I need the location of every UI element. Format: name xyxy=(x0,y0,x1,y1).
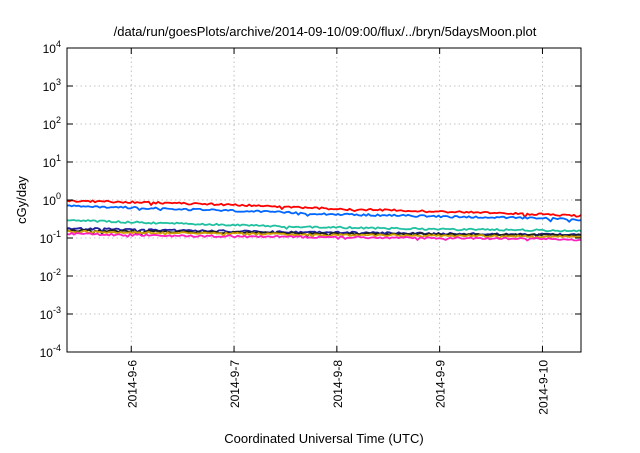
y-tick-label: 100 xyxy=(43,191,61,208)
x-tick-label: 2014-9-9 xyxy=(434,360,448,408)
y-tick-label: 103 xyxy=(43,77,61,94)
y-axis-label: cGy/day xyxy=(14,176,29,224)
y-tick-label: 104 xyxy=(43,39,61,56)
axis-ticks xyxy=(67,47,581,353)
series-line xyxy=(66,199,582,219)
x-tick-label: 2014-9-6 xyxy=(125,360,139,408)
y-tick-labels: 10-4 10-3 10-2 10-1 100 101 102 103 104 xyxy=(40,39,61,360)
y-tick-label: 10-1 xyxy=(40,229,61,246)
y-tick-label: 10-2 xyxy=(40,267,61,284)
chart-title: /data/run/goesPlots/archive/2014-09-10/0… xyxy=(114,24,537,39)
x-tick-labels: 2014-9-6 2014-9-7 2014-9-8 2014-9-9 2014-9-1… xyxy=(125,360,550,415)
x-tick-label: 2014-9-8 xyxy=(331,360,345,408)
x-axis-label: Coordinated Universal Time (UTC) xyxy=(224,431,423,446)
series-line xyxy=(66,229,582,240)
x-tick-label: 2014-9-10 xyxy=(536,360,550,415)
y-tick-label: 10-3 xyxy=(40,305,61,322)
grid xyxy=(67,48,581,352)
series-line xyxy=(66,204,582,223)
series-line xyxy=(66,228,582,238)
y-tick-label: 101 xyxy=(43,153,61,170)
y-tick-label: 102 xyxy=(43,115,61,132)
x-tick-label: 2014-9-7 xyxy=(228,360,242,408)
series-lines xyxy=(66,199,582,242)
series-line xyxy=(66,219,582,233)
y-tick-label: 10-4 xyxy=(40,343,61,360)
series-line xyxy=(66,231,582,242)
